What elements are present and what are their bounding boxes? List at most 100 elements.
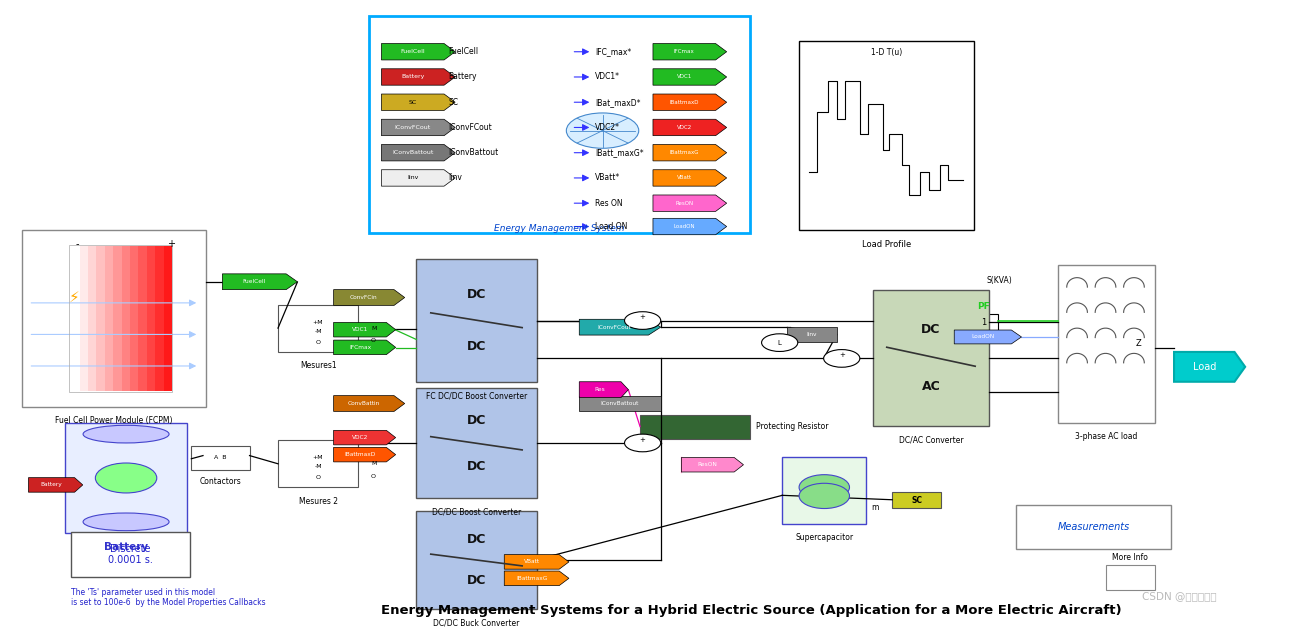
Text: Contactors: Contactors (199, 477, 242, 486)
Text: SC: SC (449, 98, 459, 107)
Text: PF: PF (978, 302, 989, 310)
Text: VBatt*: VBatt* (595, 174, 621, 182)
Text: DC/DC Buck Converter: DC/DC Buck Converter (433, 618, 520, 627)
Text: IBattmaxG: IBattmaxG (670, 150, 700, 155)
Text: IBatt_maxG*: IBatt_maxG* (595, 148, 644, 157)
Polygon shape (653, 218, 727, 235)
Text: VDC2*: VDC2* (595, 123, 619, 132)
Text: AC: AC (922, 380, 940, 393)
Bar (799, 41, 974, 230)
Text: DC: DC (922, 323, 940, 336)
Polygon shape (653, 94, 727, 110)
Text: Measurements: Measurements (1058, 522, 1130, 532)
Polygon shape (28, 478, 83, 492)
Text: ResON: ResON (675, 201, 693, 206)
Text: VDC2: VDC2 (352, 435, 369, 440)
Circle shape (566, 113, 639, 148)
Text: IBat_maxD*: IBat_maxD* (595, 98, 640, 107)
Text: Res ON: Res ON (595, 199, 622, 208)
Polygon shape (579, 319, 661, 335)
Bar (787, 327, 837, 342)
Text: A  B: A B (215, 455, 226, 460)
Text: ⚡: ⚡ (69, 290, 79, 305)
Bar (71, 246, 80, 391)
Text: +: + (167, 239, 175, 249)
Text: m: m (871, 504, 879, 512)
Bar (278, 305, 358, 352)
Text: Fuel Cell Power Module (FCPM): Fuel Cell Power Module (FCPM) (56, 416, 172, 425)
Circle shape (625, 312, 661, 329)
Polygon shape (334, 290, 405, 305)
Circle shape (824, 350, 860, 367)
Text: SC: SC (409, 100, 416, 105)
Text: FuelCell: FuelCell (243, 280, 266, 284)
Bar (416, 511, 537, 609)
Polygon shape (579, 382, 628, 398)
Text: DC/AC Converter: DC/AC Converter (899, 435, 963, 444)
Bar (138, 246, 147, 391)
Text: Battery: Battery (40, 483, 62, 487)
Text: +: + (640, 437, 645, 443)
Bar (640, 415, 750, 439)
Polygon shape (653, 69, 727, 85)
Text: VBatt: VBatt (676, 175, 692, 180)
Text: The 'Ts' parameter used in this model
is set to 100e-6  by the Model Properties : The 'Ts' parameter used in this model is… (71, 588, 266, 608)
Polygon shape (681, 457, 743, 472)
Text: VDC2: VDC2 (676, 125, 692, 130)
Bar (892, 492, 941, 508)
Text: O: O (371, 474, 376, 479)
Polygon shape (334, 430, 396, 445)
Text: DC: DC (467, 288, 486, 301)
Polygon shape (222, 274, 297, 290)
Text: Supercapacitor: Supercapacitor (795, 533, 853, 542)
Polygon shape (954, 330, 1021, 344)
Text: 1: 1 (980, 318, 987, 327)
Text: IBattmaxD: IBattmaxD (670, 100, 700, 105)
Bar (96, 246, 105, 391)
Ellipse shape (799, 483, 850, 509)
Text: -: - (76, 239, 79, 249)
Bar (80, 246, 88, 391)
Polygon shape (381, 69, 455, 85)
Bar (873, 290, 989, 426)
Polygon shape (334, 447, 396, 462)
Text: Mesures 2: Mesures 2 (299, 497, 337, 505)
Bar (1058, 265, 1155, 423)
Text: DC: DC (467, 574, 486, 587)
Bar (105, 246, 114, 391)
Text: ResON: ResON (698, 463, 718, 467)
Polygon shape (653, 195, 727, 211)
Text: +: + (640, 314, 645, 321)
Polygon shape (653, 119, 727, 136)
Polygon shape (381, 144, 455, 161)
Text: -M: -M (314, 464, 322, 469)
Text: Energy Management System: Energy Management System (494, 224, 625, 233)
Text: LoadON: LoadON (674, 224, 696, 229)
Text: Iinv: Iinv (449, 174, 463, 182)
Bar (579, 396, 661, 411)
Bar (131, 246, 138, 391)
Bar (22, 230, 206, 407)
Text: IConvFCout: IConvFCout (597, 325, 631, 329)
Bar (65, 423, 187, 533)
Text: -M: -M (314, 329, 322, 334)
Bar (782, 457, 866, 524)
Text: IConvBattout: IConvBattout (449, 148, 499, 157)
Bar (369, 16, 750, 233)
Bar (155, 246, 163, 391)
Bar (191, 446, 250, 470)
Text: Discrete
0.0001 s.: Discrete 0.0001 s. (109, 544, 153, 565)
Text: Battery: Battery (103, 542, 149, 552)
Bar (146, 246, 155, 391)
Text: O: O (371, 338, 376, 343)
Text: Mesures1: Mesures1 (300, 362, 336, 370)
Text: VDC1: VDC1 (352, 327, 369, 332)
Text: IConvBattout: IConvBattout (601, 401, 639, 406)
Bar (114, 246, 122, 391)
Polygon shape (1174, 352, 1245, 382)
Ellipse shape (83, 425, 169, 443)
Text: Res: Res (595, 387, 605, 392)
Ellipse shape (83, 513, 169, 531)
Text: DC: DC (467, 339, 486, 353)
Bar (1016, 505, 1171, 549)
